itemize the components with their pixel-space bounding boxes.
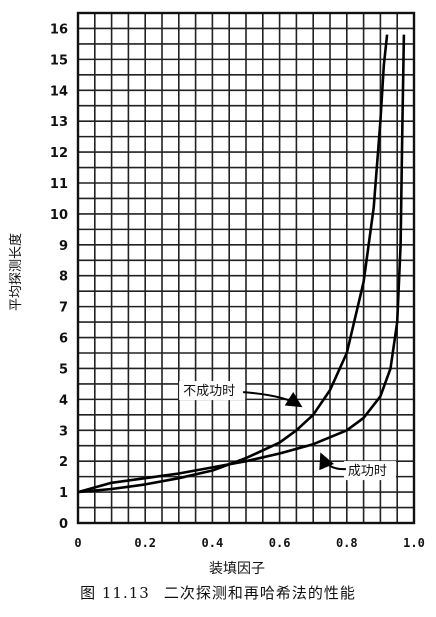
annotation-successful: 成功时 (348, 464, 387, 479)
figure-number: 图 11.13 (80, 584, 150, 602)
x-tick-label: 1.0 (403, 536, 425, 550)
series-group (77, 34, 406, 494)
y-tick-label: 15 (50, 53, 68, 68)
y-tick-label: 16 (50, 22, 68, 37)
y-tick-label: 13 (50, 115, 68, 130)
x-tick-label: 0 (74, 536, 81, 550)
y-tick-label: 7 (59, 301, 68, 316)
grid (77, 12, 415, 524)
axes (76, 11, 416, 525)
y-tick-label: 2 (59, 455, 68, 470)
y-axis-label: 平均探测长度 (8, 233, 24, 311)
y-tick-label: 4 (59, 393, 68, 408)
y-tick-label: 5 (59, 362, 68, 377)
y-tick-label: 3 (59, 424, 68, 439)
x-tick-label: 0.8 (336, 536, 358, 550)
figure-caption-text: 二次探测和再哈希法的性能 (163, 584, 356, 602)
x-axis-label: 装填因子 (209, 561, 265, 577)
annotation-arrow-successful (319, 452, 346, 471)
annotation-bg (343, 461, 396, 481)
plot-frame (76, 11, 416, 525)
curve-successful (77, 34, 406, 494)
y-tick-label: 6 (59, 332, 68, 347)
y-tick-label: 10 (50, 208, 68, 223)
x-tick-label: 0.4 (202, 536, 224, 550)
figure-caption: 图 11.13 二次探测和再哈希法的性能 (0, 582, 436, 603)
y-tick-label: 14 (50, 84, 68, 99)
annotation-unsuccessful: 不成功时 (183, 384, 235, 399)
x-tick-label: 0.2 (134, 536, 156, 550)
y-tick-label: 11 (50, 177, 68, 192)
x-tick-label: 0.6 (269, 536, 291, 550)
y-tick-label: 12 (50, 146, 68, 161)
y-tick-label: 0 (59, 517, 68, 532)
annotation-bg (179, 381, 246, 401)
y-tick-label: 1 (59, 486, 68, 501)
annotation-arrow-unsuccessful (243, 391, 303, 408)
y-tick-label: 9 (59, 239, 68, 254)
x-tick-labels: 0 0.2 0.4 0.6 0.8 1.0 (74, 536, 424, 550)
curve-unsuccessful (77, 34, 389, 494)
y-tick-label: 8 (59, 270, 68, 285)
